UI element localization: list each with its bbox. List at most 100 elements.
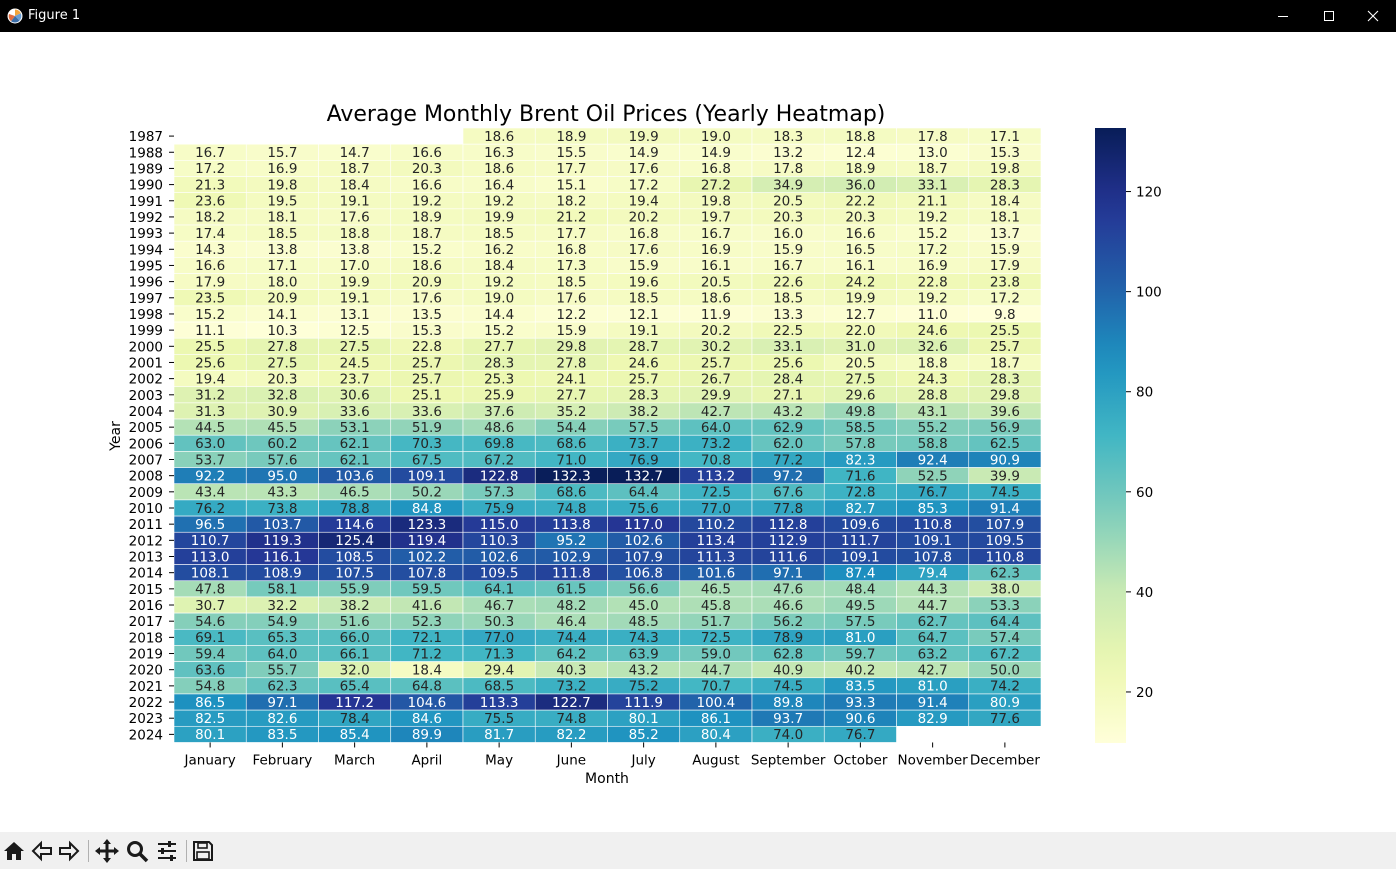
cell-value-label: 11.1 [195, 323, 225, 339]
cell-value-label: 17.8 [918, 129, 948, 145]
forward-button[interactable] [56, 838, 82, 864]
cell-value-label: 39.9 [990, 468, 1020, 484]
cell-value-label: 28.3 [990, 371, 1020, 387]
cell-value-label: 17.2 [990, 291, 1020, 307]
save-button[interactable] [190, 838, 216, 864]
y-tick-label: 1992 [129, 210, 163, 226]
cell-value-label: 76.9 [629, 452, 659, 468]
cell-value-label: 67.2 [990, 646, 1020, 662]
cell-value-label: 21.2 [556, 210, 586, 226]
cell-value-label: 46.5 [340, 485, 370, 501]
close-button[interactable] [1350, 0, 1396, 32]
figure-canvas[interactable]: Average Monthly Brent Oil Prices (Yearly… [0, 32, 1396, 832]
cell-value-label: 15.3 [412, 323, 442, 339]
pan-button[interactable] [94, 838, 120, 864]
cell-value-label: 15.2 [918, 226, 948, 242]
cell-value-label: 18.9 [556, 129, 586, 145]
cell-value-label: 18.9 [412, 210, 442, 226]
cell-value-label: 17.1 [267, 258, 297, 274]
back-button[interactable] [29, 838, 55, 864]
cell-value-label: 16.9 [701, 242, 731, 258]
cell-value-label: 92.2 [195, 468, 225, 484]
cell-value-label: 18.5 [629, 291, 659, 307]
colorbar-tick-label: 40 [1136, 585, 1153, 601]
maximize-button[interactable] [1306, 0, 1352, 32]
cell-value-label: 84.8 [412, 501, 442, 517]
cell-value-label: 40.9 [773, 662, 803, 678]
cell-value-label: 58.5 [845, 420, 875, 436]
cell-value-label: 18.7 [990, 355, 1020, 371]
cell-value-label: 12.2 [556, 307, 586, 323]
cell-value-label: 57.5 [629, 420, 659, 436]
cell-value-label: 90.6 [845, 711, 875, 727]
cell-value-label: 16.9 [918, 258, 948, 274]
cell-value-label: 29.9 [701, 388, 731, 404]
minimize-button[interactable] [1260, 0, 1306, 32]
cell-value-label: 16.3 [484, 145, 514, 161]
cell-value-label: 113.0 [191, 549, 230, 565]
cell-value-label: 39.6 [990, 404, 1020, 420]
cell-value-label: 15.9 [990, 242, 1020, 258]
home-button[interactable] [1, 838, 27, 864]
cell-value-label: 16.7 [701, 226, 731, 242]
cell-value-label: 38.0 [990, 582, 1020, 598]
cell-value-label: 9.8 [994, 307, 1015, 323]
cell-value-label: 64.0 [701, 420, 731, 436]
cell-value-label: 92.4 [918, 452, 948, 468]
maximize-icon [1324, 11, 1334, 21]
y-tick-label: 2004 [129, 404, 163, 420]
cell-value-label: 34.9 [773, 177, 803, 193]
cell-value-label: 20.3 [267, 371, 297, 387]
cell-value-label: 25.7 [701, 355, 731, 371]
cell-value-label: 59.7 [845, 646, 875, 662]
cell-value-label: 21.1 [918, 194, 948, 210]
x-axis-label: Month [585, 771, 629, 787]
cell-value-label: 50.0 [990, 662, 1020, 678]
cell-value-label: 93.7 [773, 711, 803, 727]
cell-value-label: 75.5 [484, 711, 514, 727]
cell-value-label: 18.8 [918, 355, 948, 371]
cell-value-label: 29.8 [990, 388, 1020, 404]
cell-value-label: 65.3 [267, 630, 297, 646]
cell-value-label: 85.2 [629, 727, 659, 743]
cell-value-label: 74.4 [556, 630, 586, 646]
cell-value-label: 27.8 [556, 355, 586, 371]
cell-value-label: 59.4 [195, 646, 225, 662]
cell-value-label: 73.2 [701, 436, 731, 452]
close-icon [1367, 10, 1379, 22]
cell-value-label: 72.5 [701, 630, 731, 646]
cell-value-label: 15.7 [267, 145, 297, 161]
cell-value-label: 19.9 [629, 129, 659, 145]
cell-value-label: 110.8 [986, 549, 1025, 565]
cell-value-label: 19.0 [701, 129, 731, 145]
cell-value-label: 102.6 [624, 533, 663, 549]
cell-value-label: 18.4 [412, 662, 442, 678]
cell-value-label: 78.4 [340, 711, 370, 727]
x-tick-label: July [630, 752, 655, 768]
cell-value-label: 19.2 [918, 291, 948, 307]
cell-value-label: 27.7 [556, 388, 586, 404]
cell-value-label: 15.2 [484, 323, 514, 339]
cell-value-label: 43.3 [267, 485, 297, 501]
cell-value-label: 16.6 [845, 226, 875, 242]
forward-arrow-icon [59, 840, 80, 862]
configure-subplots-button[interactable] [154, 838, 180, 864]
cell-value-label: 18.0 [267, 274, 297, 290]
cell-value-label: 44.5 [195, 420, 225, 436]
zoom-button[interactable] [124, 838, 150, 864]
cell-value-label: 47.8 [195, 582, 225, 598]
y-tick-label: 2017 [129, 614, 163, 630]
cell-value-label: 49.5 [845, 598, 875, 614]
cell-value-label: 29.6 [845, 388, 875, 404]
cell-value-label: 33.6 [412, 404, 442, 420]
cell-value-label: 101.6 [697, 565, 736, 581]
cell-value-label: 107.9 [624, 549, 663, 565]
cell-value-label: 76.7 [845, 727, 875, 743]
y-tick-label: 1999 [129, 323, 163, 339]
cell-value-label: 33.6 [340, 404, 370, 420]
cell-value-label: 48.4 [845, 582, 875, 598]
cell-value-label: 132.3 [552, 468, 591, 484]
cell-value-label: 82.3 [845, 452, 875, 468]
cell-value-label: 18.2 [195, 210, 225, 226]
cell-value-label: 16.6 [195, 258, 225, 274]
